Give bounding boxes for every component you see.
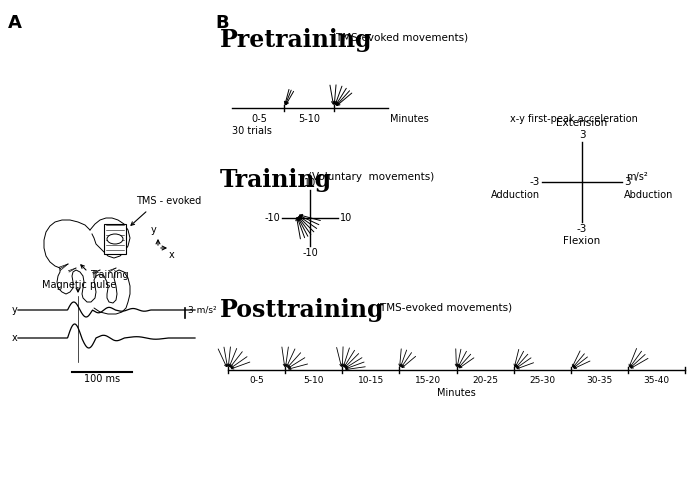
Text: A: A [8, 14, 22, 32]
Text: B: B [215, 14, 228, 32]
Text: 15-20: 15-20 [415, 376, 441, 385]
Text: Training: Training [220, 168, 332, 192]
Text: Flexion: Flexion [563, 236, 601, 246]
Text: x-y first-peak acceleration: x-y first-peak acceleration [510, 114, 638, 124]
Text: 20-25: 20-25 [472, 376, 498, 385]
Text: 5-10: 5-10 [303, 376, 324, 385]
Text: Pretraining: Pretraining [220, 28, 372, 52]
Text: (TMS-evoked movements): (TMS-evoked movements) [332, 32, 468, 42]
Text: x: x [12, 333, 18, 343]
Text: 0-5: 0-5 [251, 114, 267, 124]
Text: Minutes: Minutes [390, 114, 429, 124]
Text: Extension: Extension [556, 118, 608, 128]
Text: 3: 3 [624, 177, 630, 187]
Text: TMS - evoked: TMS - evoked [136, 196, 201, 206]
Text: -3: -3 [577, 224, 588, 234]
Text: 35-40: 35-40 [644, 376, 669, 385]
Text: (Voluntary  movements): (Voluntary movements) [308, 172, 435, 182]
Text: 5-10: 5-10 [298, 114, 320, 124]
Text: 10-15: 10-15 [358, 376, 384, 385]
Text: Magnetic pulse: Magnetic pulse [42, 280, 116, 290]
Text: y: y [150, 225, 156, 235]
Text: 10: 10 [340, 213, 352, 223]
Text: 30 trials: 30 trials [232, 126, 272, 136]
Text: y: y [12, 305, 18, 315]
Text: (TMS-evoked movements): (TMS-evoked movements) [376, 302, 512, 312]
Text: Abduction: Abduction [624, 190, 673, 200]
Ellipse shape [107, 234, 123, 244]
Text: m/s²: m/s² [626, 172, 648, 182]
Text: Posttraining: Posttraining [220, 298, 385, 322]
Text: Minutes: Minutes [437, 388, 476, 398]
Text: 3: 3 [579, 130, 585, 140]
Bar [104, 224, 126, 254]
Text: -10: -10 [302, 248, 318, 258]
Text: -3: -3 [529, 177, 540, 187]
Text: 25-30: 25-30 [529, 376, 555, 385]
Text: 3 m/s²: 3 m/s² [188, 306, 217, 314]
Text: 0-5: 0-5 [249, 376, 264, 385]
Text: 30-35: 30-35 [586, 376, 612, 385]
Text: -10: -10 [264, 213, 280, 223]
Text: Adduction: Adduction [491, 190, 540, 200]
Text: 10: 10 [304, 178, 316, 188]
Text: x: x [169, 250, 175, 260]
Text: Training: Training [90, 270, 129, 280]
Text: 100 ms: 100 ms [84, 374, 120, 384]
